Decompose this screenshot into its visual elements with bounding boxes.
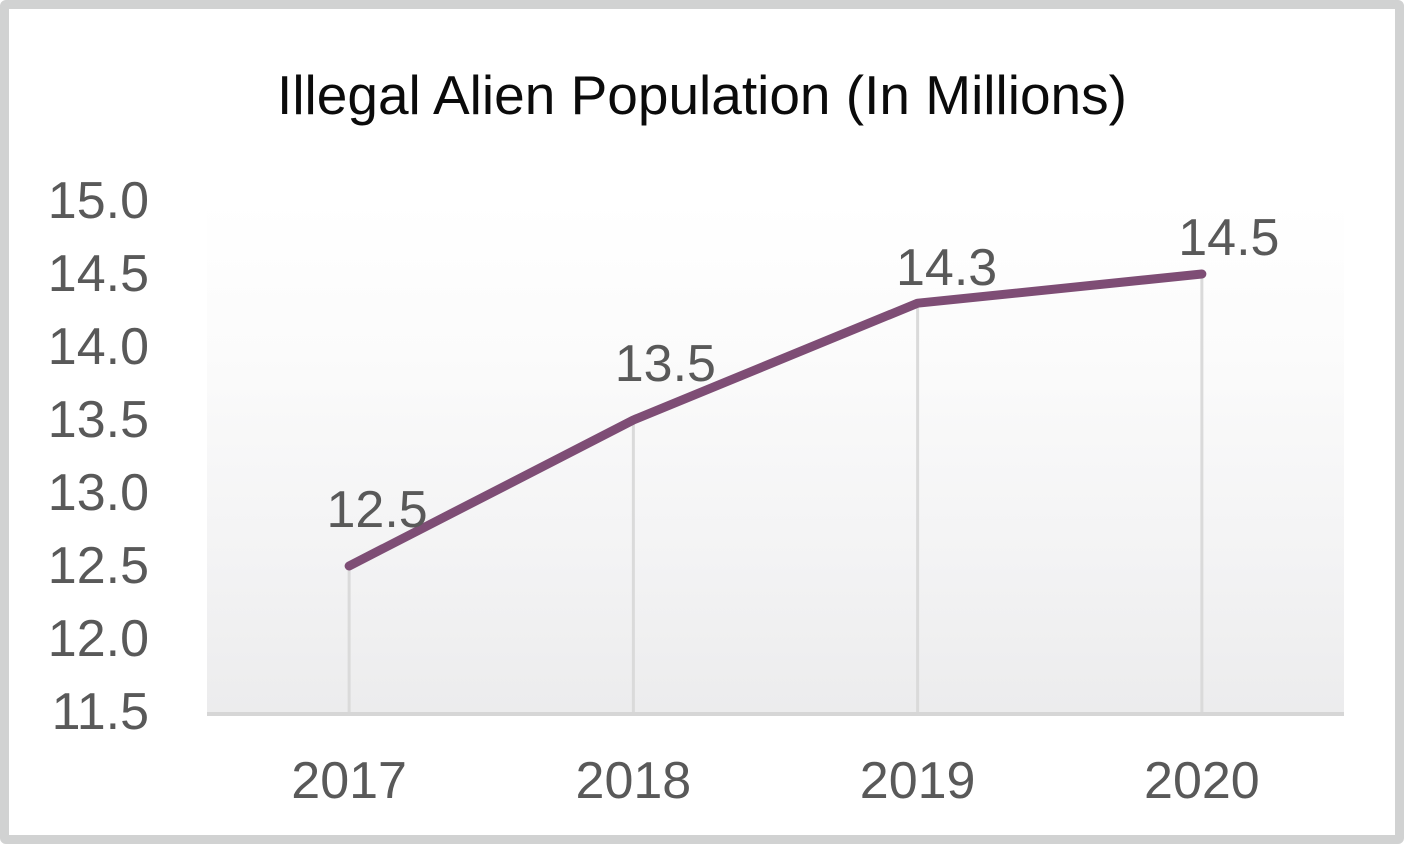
data-label-2017: 12.5 — [326, 481, 428, 539]
y-axis-tick-label-12.0: 12.0 — [47, 610, 149, 668]
x-axis-label-2020: 2020 — [1144, 752, 1260, 810]
plot-area-background — [207, 201, 1344, 712]
chart-plot — [207, 201, 1344, 716]
population-trend-line — [344, 269, 1207, 571]
data-label-2020: 14.5 — [1178, 209, 1280, 267]
y-axis-tick-label-13.0: 13.0 — [47, 464, 149, 522]
x-axis-label-2019: 2019 — [859, 752, 976, 810]
y-axis-tick-label-14.0: 14.0 — [47, 318, 149, 376]
y-axis-tick-label-11.5: 11.5 — [51, 683, 149, 741]
data-label-2018: 13.5 — [614, 335, 716, 393]
y-axis-tick-label-12.5: 12.5 — [47, 537, 149, 595]
data-label-2019: 14.3 — [896, 239, 998, 298]
chart-title: Illegal Alien Population (In Millions) — [277, 64, 1127, 126]
x-axis-label-2017: 2017 — [291, 752, 407, 810]
y-axis-tick-label-13.5: 13.5 — [47, 391, 149, 449]
x-axis-label-2018: 2018 — [575, 752, 692, 810]
y-axis-tick-label-14.5: 14.5 — [47, 245, 149, 303]
y-axis-tick-label-15.0: 15.0 — [47, 172, 149, 230]
